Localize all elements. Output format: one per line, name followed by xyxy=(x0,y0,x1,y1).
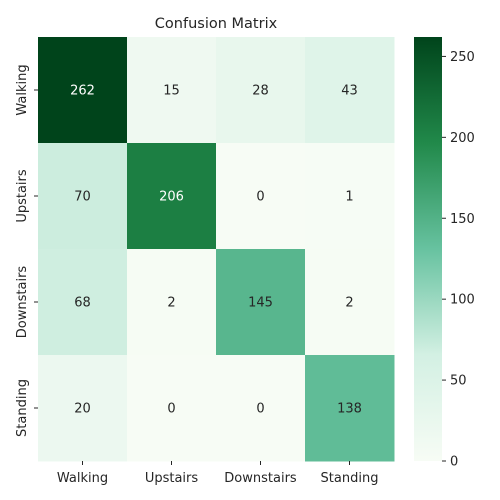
heatmap-cell xyxy=(38,37,128,144)
cell-value-label: 28 xyxy=(252,84,269,99)
heatmap-cell xyxy=(127,249,217,356)
x-axis-tick-labels: Walking Upstairs Downstairs Standing xyxy=(57,461,379,486)
cell-value-label: 15 xyxy=(163,84,180,99)
x-tick-label: Upstairs xyxy=(145,471,199,486)
cell-value-label: 262 xyxy=(70,84,95,99)
cell-value-label: 145 xyxy=(248,296,273,311)
colorbar-tick-labels: 0 50 100 150 200 250 xyxy=(442,50,475,470)
colorbar-tick-label: 0 xyxy=(450,455,458,470)
cell-value-label: 20 xyxy=(74,402,91,417)
heatmap-cell xyxy=(305,249,395,356)
colorbar-tick-label: 100 xyxy=(450,293,475,308)
heatmap-cells xyxy=(38,37,395,462)
heatmap-cell xyxy=(127,143,217,250)
heatmap-cell xyxy=(305,37,395,144)
heatmap-cell xyxy=(216,37,306,144)
heatmap-cell xyxy=(216,143,306,250)
x-tick-label: Downstairs xyxy=(224,471,297,486)
cell-value-label: 138 xyxy=(337,402,362,417)
cell-value-label: 0 xyxy=(256,190,264,205)
heatmap-cell xyxy=(305,355,395,462)
y-tick-label: Upstairs xyxy=(15,169,30,223)
heatmap-cell xyxy=(305,143,395,250)
y-tick-label: Downstairs xyxy=(15,266,30,339)
cell-value-label: 0 xyxy=(256,402,264,417)
heatmap-cell xyxy=(38,249,128,356)
y-tick-label: Standing xyxy=(15,379,30,437)
heatmap-cell xyxy=(216,355,306,462)
heatmap-cell xyxy=(38,355,128,462)
cell-value-label: 206 xyxy=(159,190,184,205)
colorbar xyxy=(414,37,442,461)
colorbar-tick-label: 250 xyxy=(450,50,475,65)
colorbar-tick-label: 150 xyxy=(450,212,475,227)
x-tick-label: Walking xyxy=(57,471,108,486)
cell-value-label: 43 xyxy=(341,84,358,99)
heatmap-cell xyxy=(216,249,306,356)
cell-value-label: 70 xyxy=(74,190,91,205)
cell-value-label: 68 xyxy=(74,296,91,311)
cell-value-label: 2 xyxy=(345,296,353,311)
heatmap-cell-labels: 262 15 28 43 70 206 0 1 68 2 145 2 20 0 0 138 xyxy=(70,84,362,417)
y-tick-label: Walking xyxy=(15,64,30,115)
cell-value-label: 0 xyxy=(167,402,175,417)
heatmap-cell xyxy=(38,143,128,250)
x-tick-label: Standing xyxy=(321,471,379,486)
colorbar-tick-label: 50 xyxy=(450,374,467,389)
heatmap-cell xyxy=(127,37,217,144)
y-axis-tick-labels: Walking Upstairs Downstairs Standing xyxy=(15,64,38,437)
cell-value-label: 2 xyxy=(167,296,175,311)
heatmap-cell xyxy=(127,355,217,462)
cell-value-label: 1 xyxy=(345,190,353,205)
chart-title: Confusion Matrix xyxy=(155,16,278,32)
colorbar-tick-label: 200 xyxy=(450,131,475,146)
